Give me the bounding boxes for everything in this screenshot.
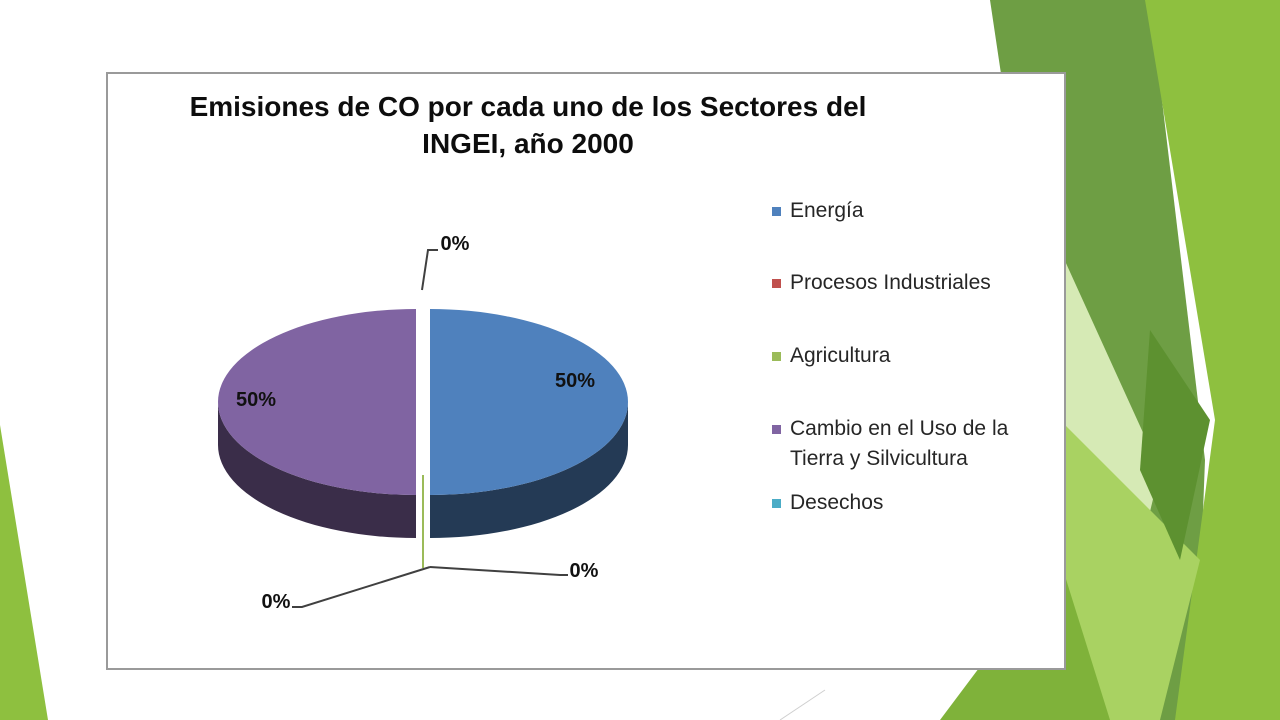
pie-slice-3	[218, 309, 416, 495]
legend-swatch	[772, 207, 781, 216]
chart-title: Emisiones de CO por cada uno de los Sect…	[108, 88, 948, 162]
leader-line-desechos	[421, 249, 438, 291]
leader-line-agricultura	[292, 566, 431, 608]
legend-swatch	[772, 499, 781, 508]
legend-swatch	[772, 352, 781, 361]
green-shape-right-deep	[1140, 330, 1210, 560]
legend-label: Procesos Industriales	[790, 271, 991, 294]
legend-swatch	[772, 425, 781, 434]
legend-label: Agricultura	[790, 344, 891, 367]
pie-slice-side-3	[218, 402, 416, 538]
data-label-4: 0%	[441, 233, 470, 255]
legend-item: Agricultura	[772, 341, 1022, 371]
legend-item: Desechos	[772, 488, 1022, 518]
legend-label: Energía	[790, 199, 864, 222]
data-label-2: 0%	[262, 591, 291, 613]
chart-title-line-1: Emisiones de CO por cada uno de los Sect…	[189, 91, 867, 122]
green-shape-right-light	[1145, 0, 1280, 720]
legend-label: Tierra y Silvicultura	[790, 447, 968, 470]
leader-line-procesos	[429, 566, 568, 576]
green-shape-left	[0, 425, 48, 720]
legend-label: Cambio en el Uso de la	[790, 417, 1009, 440]
pie-slice-side-0	[430, 402, 628, 538]
green-shape-right-mid	[1060, 420, 1200, 720]
deco-thin-line	[779, 689, 826, 720]
legend-item: Energía	[772, 196, 1022, 226]
legend-swatch	[772, 279, 781, 288]
legend-item: Procesos Industriales	[772, 268, 1022, 298]
chart-title-line-2: INGEI, año 2000	[422, 128, 634, 159]
legend-label: Desechos	[790, 491, 884, 514]
pie-slice-0	[430, 309, 628, 495]
data-label-3: 50%	[236, 389, 276, 411]
legend-item: Cambio en el Uso de la Tierra y Silvicult…	[772, 414, 1022, 474]
data-label-1: 0%	[570, 560, 599, 582]
data-label-0: 50%	[555, 370, 595, 392]
